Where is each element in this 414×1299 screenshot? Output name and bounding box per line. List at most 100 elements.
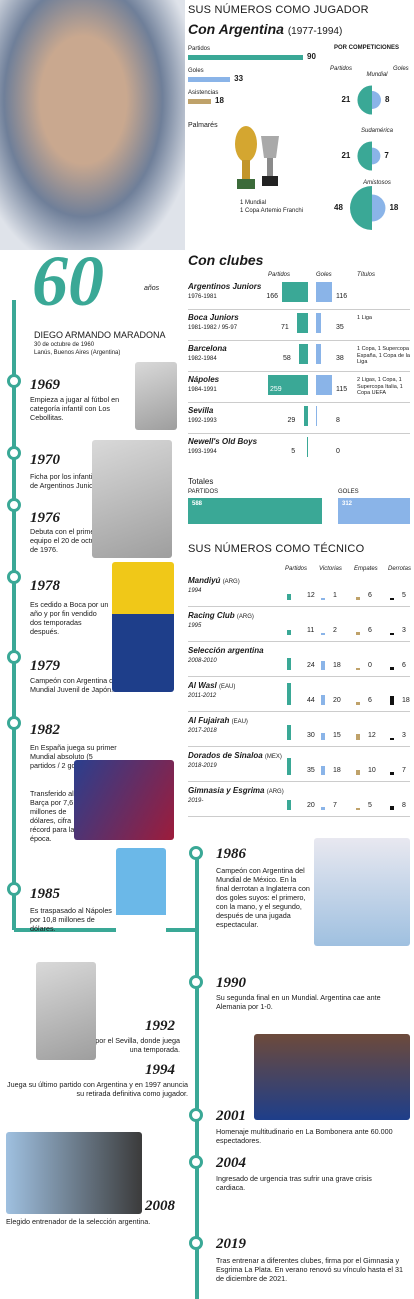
comp-name: Amistosos [363,180,391,186]
totales-partidos-label: PARTIDOS [188,489,219,495]
coach-team-country: (ARG) [222,579,240,585]
stat-label: Goles [188,68,204,74]
coach-years: 2008-2010 [188,658,217,664]
palmares-franchi: 1 Copa Artemio Franchi [240,208,304,214]
club-titulos: 1 Copa, 1 Supercopa España, 1 Copa de la… [357,346,410,365]
coach-value: 12 [368,732,376,739]
coach-bar [321,806,325,810]
club-partidos-bar [299,344,308,364]
timeline-text-2: Transferido al Barça por 7,6 millones de… [30,789,75,843]
timeline-text: Debuta con el primer equipo el 20 de oct… [30,527,106,554]
comp-goles-mark [372,147,381,165]
coach-years: 1994 [188,588,202,594]
coach-bar [390,633,394,635]
timeline-text: Campeón con Argentina del Mundial Juveni… [30,676,119,694]
coach-value: 30 [307,732,315,739]
timeline-year: 2019 [216,1236,246,1252]
franchi-trophy-icon [258,132,282,194]
club-name: Nápoles [188,375,220,384]
palmares-mundial: 1 Mundial [240,200,267,206]
timeline-connector [14,928,197,932]
club-goles-bar [316,282,332,302]
timeline-year: 1982 [30,722,60,738]
timeline-year: 2004 [216,1155,246,1171]
timeline-node [7,650,21,664]
timeline-year: 2001 [216,1108,246,1124]
photo-1992 [36,962,96,1060]
timeline-year: 1976 [30,510,60,526]
comp-goles: 8 [384,95,390,104]
coach-years: 2018-2019 [188,763,217,769]
coach-bar [321,598,325,600]
comp-partidos-mark [357,141,372,171]
coach-team-country: (ARG) [266,789,284,795]
club-name: Argentinos Juniors [188,282,262,291]
timeline-node [189,1155,203,1169]
timeline-node [7,446,21,460]
comp-goles: 7 [384,151,389,160]
clubs-title: Con clubes [188,252,264,268]
timeline-node [7,570,21,584]
club-row-separator [188,371,410,372]
timeline-node [189,1236,203,1250]
coach-team-country: (EAU) [218,684,236,690]
stat-bar [188,77,231,82]
coach-bar [287,658,291,670]
comp-halfcircles [357,85,381,115]
coach-col-header: Empates [354,566,378,572]
coach-value: 6 [402,662,406,669]
coach-bar [356,597,360,600]
coach-value: 10 [368,767,376,774]
timeline-text: Tras entrenar a diferentes clubes, firma… [216,1256,403,1283]
club-name: Barcelona [188,344,227,353]
club-row-separator [188,309,410,310]
stat-value: 33 [234,74,244,83]
coach-bar [356,770,360,775]
coach-bar [287,800,291,810]
clubs-titulos-header: Títulos [357,272,376,278]
comp-partidos-mark [357,85,372,115]
coach-bar [321,732,325,740]
coach-value: 44 [307,697,315,704]
coach-team: Racing Club (ARG) [188,611,254,620]
photo-1986 [314,838,410,946]
comp-goles-mark [372,194,386,222]
clubs-goles-header: Goles [316,272,332,278]
coach-team-name: Selección argentina [188,646,264,655]
coach-value: 6 [368,697,372,704]
coach-bar [390,597,394,600]
coach-team: Al Wasl (EAU) [188,681,235,690]
timeline-node [7,716,21,730]
photo-1985 [116,848,166,960]
coach-team: Mandiyú (ARG) [188,576,240,585]
coach-col-header: Victorias [319,566,342,572]
stat-label: Asistencias [188,90,219,96]
coach-value: 11 [307,627,315,634]
totales-partidos-bar: 588 [188,498,322,524]
comp-partidos-mark [350,186,372,230]
comp-halfcircles [357,141,381,171]
club-goles: 38 [336,355,344,362]
timeline-node [7,498,21,512]
club-name: Boca Juniors [188,313,239,322]
por-competiciones-label: POR COMPETICIONES [334,45,400,51]
age-suffix: años [144,285,160,292]
coach-years: 2019- [188,798,204,804]
coach-value: 7 [402,767,406,774]
coach-value: 3 [402,732,406,739]
timeline-year: 1985 [30,886,60,902]
coach-team-name: Al Fujairah [188,716,230,725]
coach-team: Dorados de Sinaloa (MEX) [188,751,282,760]
coach-col-header: Partidos [285,566,308,572]
coach-bar [287,683,291,705]
stat-label: Partidos [188,46,211,52]
argentina-subtitle: Con Argentina (1977-1994) [188,21,343,37]
club-goles-bar [316,344,322,364]
portrait-photo [0,0,185,250]
coach-team: Al Fujairah (EAU) [188,716,248,725]
coach-value: 15 [333,732,341,739]
timeline-line-left [12,300,16,930]
coach-bar [390,771,394,775]
coach-bar [321,695,325,705]
club-years: 1981-1982 / 95-97 [188,325,238,331]
